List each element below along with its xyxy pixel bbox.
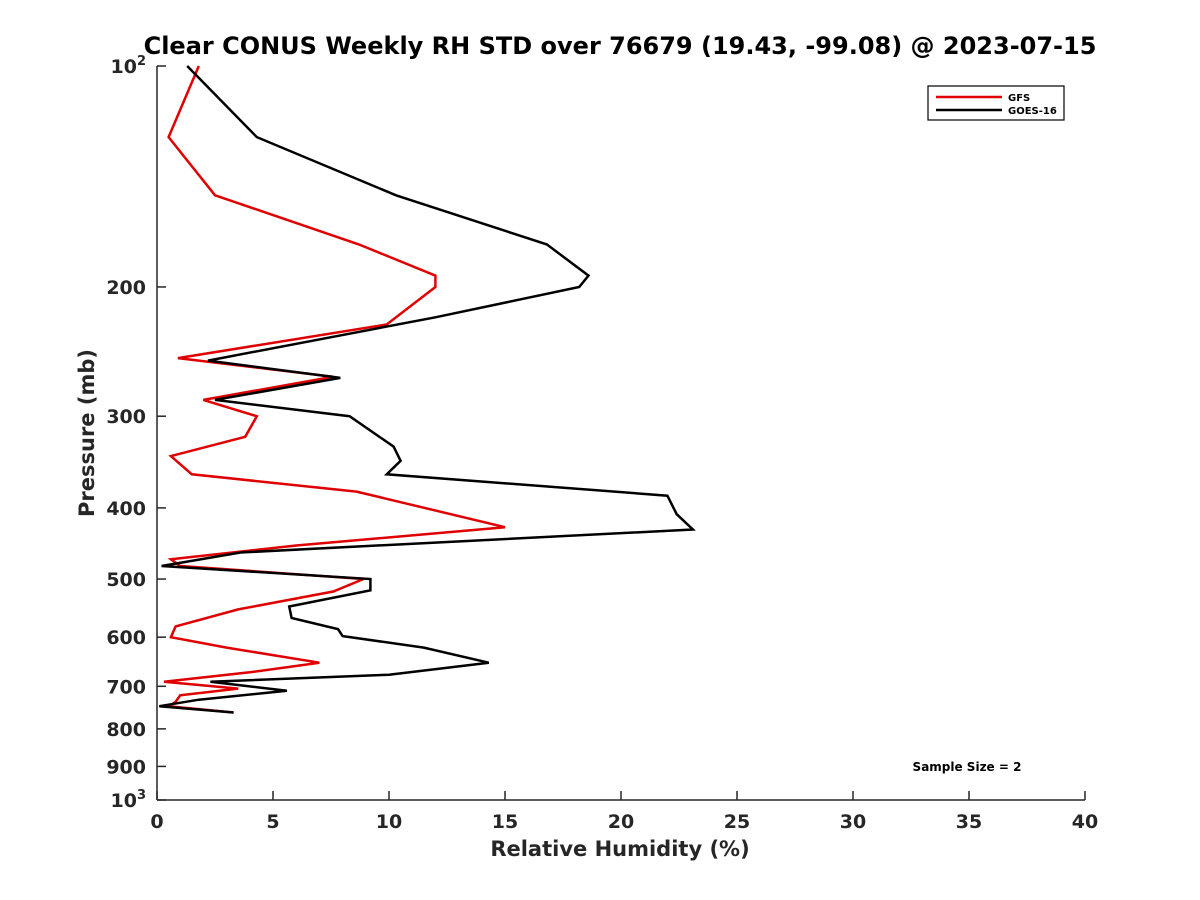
y-tick-label: 200 xyxy=(106,277,146,299)
y-tick-label: 900 xyxy=(106,756,146,778)
axes: 0 5 10 15 20 25 30 35 40 102 200 300 400 500 600 700 800… xyxy=(106,54,1098,833)
y-tick-label: 800 xyxy=(106,719,146,741)
x-tick-label: 15 xyxy=(492,811,518,833)
x-tick-label: 40 xyxy=(1072,811,1098,833)
y-tick-label: 103 xyxy=(111,788,147,812)
y-axis-label: Pressure (mb) xyxy=(75,349,99,517)
x-tick-label: 0 xyxy=(150,811,163,833)
x-tick-label: 5 xyxy=(266,811,279,833)
x-tick-label: 10 xyxy=(376,811,402,833)
legend-label-goes16: GOES-16 xyxy=(1008,106,1057,117)
x-axis-label: Relative Humidity (%) xyxy=(490,837,749,861)
series-layer xyxy=(159,65,696,714)
x-tick-label: 30 xyxy=(840,811,866,833)
y-tick-label: 300 xyxy=(106,406,146,428)
x-tick-label: 35 xyxy=(956,811,982,833)
y-tick-label: 400 xyxy=(106,498,146,520)
chart-title: Clear CONUS Weekly RH STD over 76679 (19… xyxy=(144,32,1097,60)
x-tick-label: 25 xyxy=(724,811,750,833)
y-tick-label: 500 xyxy=(106,569,146,591)
y-tick-label: 700 xyxy=(106,676,146,698)
legend-label-gfs: GFS xyxy=(1008,93,1030,104)
series-line-goes16 xyxy=(159,65,696,714)
x-tick-label: 20 xyxy=(608,811,634,833)
legend-box xyxy=(927,85,1065,121)
sample-size-annotation: Sample Size = 2 xyxy=(913,760,1022,774)
y-tick-label: 102 xyxy=(111,54,147,78)
legend: GFS GOES-16 xyxy=(927,85,1065,121)
series-line-gfs xyxy=(163,65,506,714)
y-tick-label: 600 xyxy=(106,627,146,649)
